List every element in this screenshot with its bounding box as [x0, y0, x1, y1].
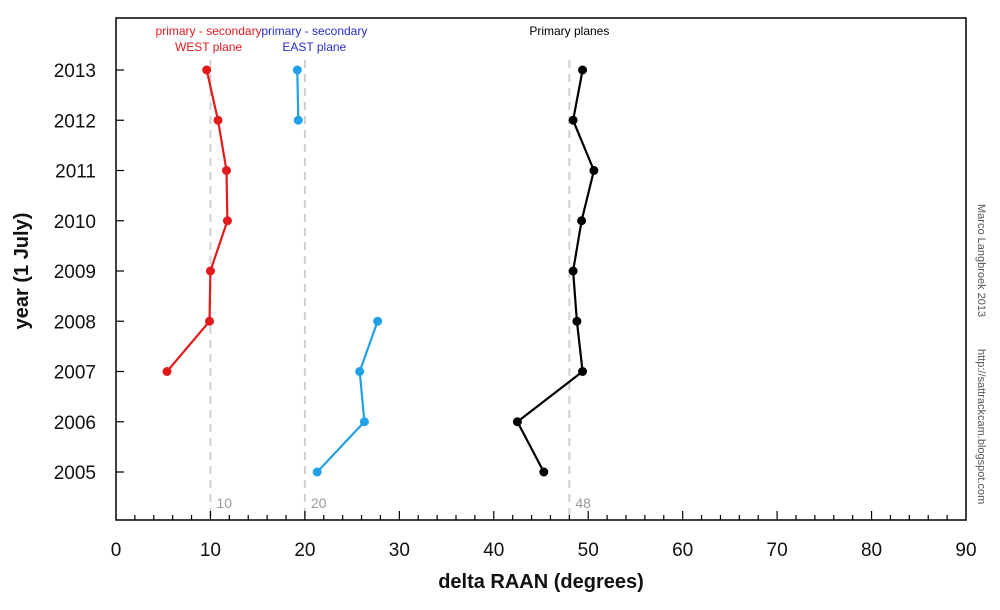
reference-label-10: 10 — [216, 495, 232, 511]
series-line-1 — [316, 320, 379, 473]
tick-labels: 0 10 20 30 40 50 60 70 80 90 2005 2006 2007 2008 2009 2… — [54, 61, 977, 561]
annotation-0-line-0: primary - secondary — [156, 24, 262, 38]
y-tick-label: 2005 — [54, 463, 96, 484]
data-point-2008 — [373, 316, 383, 326]
y-tick-label: 2007 — [54, 363, 96, 384]
annotation-2-line-0: Primary planes — [529, 24, 609, 38]
x-tick-label: 60 — [672, 540, 693, 561]
data-point-2005 — [539, 467, 549, 477]
series-line-0 — [166, 69, 229, 373]
annotations: primary - secondary WEST plane primary - s… — [156, 24, 610, 54]
data-point-2007 — [578, 367, 588, 376]
data-point-2006 — [512, 417, 522, 427]
y-tick-label: 2011 — [55, 162, 96, 183]
y-tick-label: 2010 — [54, 212, 96, 233]
series-line-1-b — [296, 69, 300, 121]
x-tick-label: 10 — [200, 540, 221, 561]
annotation-0-line-1: WEST plane — [175, 40, 242, 54]
data-point-2009 — [568, 266, 578, 276]
data-point-2013 — [578, 65, 588, 75]
data-point-2010 — [577, 216, 587, 226]
data-point-2010 — [222, 216, 232, 226]
x-tick-label: 30 — [389, 540, 410, 561]
data-point-2011 — [222, 166, 231, 175]
series-line-2 — [516, 69, 595, 473]
data-point-2012 — [293, 115, 303, 125]
reference-label-48: 48 — [575, 495, 591, 511]
x-tick-label: 20 — [294, 540, 315, 561]
y-tick-label: 2008 — [54, 312, 96, 333]
x-axis-title: delta RAAN (degrees) — [438, 571, 644, 593]
credit: Marco Langbroek 2013 http://sattrackcam.… — [975, 204, 987, 504]
y-axis-title: year (1 July) — [11, 213, 33, 330]
y-tick-label: 2012 — [54, 111, 96, 132]
data-point-2012 — [568, 115, 578, 125]
data-point-2007 — [355, 367, 365, 376]
annotation-1-line-1: EAST plane — [282, 40, 346, 54]
reference-label-20: 20 — [311, 495, 327, 511]
data-point-2009 — [205, 266, 215, 276]
x-tick-label: 0 — [111, 540, 122, 561]
y-tick-label: 2009 — [54, 262, 96, 283]
data-point-2013 — [292, 65, 302, 75]
data-point-2008 — [572, 316, 582, 326]
x-tick-label: 40 — [483, 540, 504, 561]
x-tick-label: 50 — [578, 540, 599, 561]
data-point-2006 — [359, 417, 369, 427]
x-tick-label: 80 — [861, 540, 882, 561]
data-point-2008 — [205, 316, 214, 326]
y-tick-label: 2013 — [54, 61, 96, 82]
axis-ticks — [116, 69, 948, 520]
x-tick-label: 90 — [955, 540, 976, 561]
data-point-2005 — [312, 467, 322, 477]
data-series — [162, 65, 599, 477]
reference-lines: 10 20 48 — [209, 60, 591, 520]
y-tick-label: 2006 — [54, 413, 96, 434]
data-point-2007 — [162, 367, 172, 376]
credit-line-1: Marco Langbroek 2013 — [975, 204, 987, 317]
plot-frame — [115, 17, 967, 521]
data-point-2011 — [589, 166, 599, 175]
credit-line-2: http://sattrackcam.blogspot.com — [975, 349, 987, 504]
data-point-2013 — [202, 65, 212, 75]
annotation-1-line-0: primary - secondary — [261, 24, 367, 38]
x-tick-label: 70 — [767, 540, 788, 561]
data-point-2012 — [213, 115, 223, 125]
